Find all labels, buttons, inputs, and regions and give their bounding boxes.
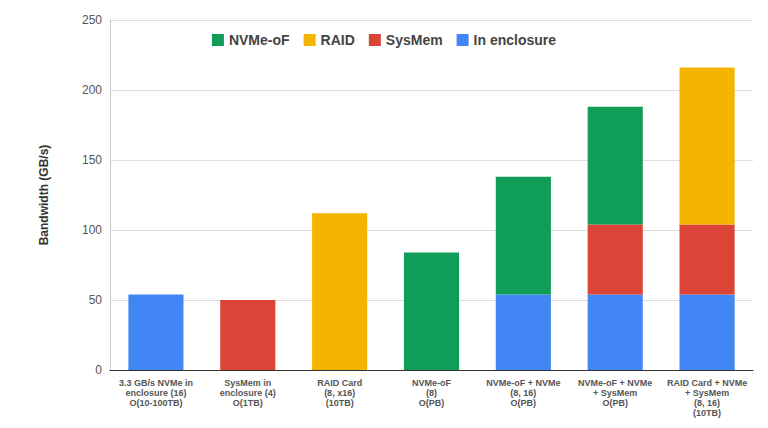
svg-text:+ SysMem: + SysMem — [593, 388, 637, 398]
svg-text:NVMe-oF + NVMe: NVMe-oF + NVMe — [578, 378, 652, 388]
svg-text:250: 250 — [82, 13, 102, 27]
svg-text:(10TB): (10TB) — [693, 408, 721, 418]
svg-text:NVMe-oF + NVMe: NVMe-oF + NVMe — [486, 378, 560, 388]
svg-text:enclosure (16): enclosure (16) — [125, 388, 186, 398]
svg-text:(8): (8) — [426, 388, 437, 398]
svg-text:RAID Card: RAID Card — [317, 378, 362, 388]
svg-text:SysMem: SysMem — [386, 32, 443, 48]
svg-text:Bandwidth (GB/s): Bandwidth (GB/s) — [37, 145, 51, 246]
svg-text:RAID Card + NVMe: RAID Card + NVMe — [667, 378, 747, 388]
svg-text:3.3 GB/s NVMe in: 3.3 GB/s NVMe in — [119, 378, 193, 388]
svg-text:100: 100 — [82, 223, 102, 237]
svg-text:enclosure (4): enclosure (4) — [220, 388, 276, 398]
svg-text:150: 150 — [82, 153, 102, 167]
svg-text:O(10-100TB): O(10-100TB) — [129, 398, 182, 408]
svg-text:NVMe-oF: NVMe-oF — [412, 378, 451, 388]
svg-text:O(PB): O(PB) — [511, 398, 537, 408]
svg-text:RAID: RAID — [321, 32, 355, 48]
svg-text:O(1TB): O(1TB) — [233, 398, 263, 408]
svg-text:50: 50 — [89, 293, 103, 307]
svg-text:O(PB): O(PB) — [602, 398, 628, 408]
svg-text:NVMe-oF: NVMe-oF — [229, 32, 290, 48]
svg-text:O(PB): O(PB) — [419, 398, 445, 408]
svg-text:In enclosure: In enclosure — [474, 32, 557, 48]
svg-text:(8, 16): (8, 16) — [694, 398, 720, 408]
svg-text:200: 200 — [82, 83, 102, 97]
svg-text:SysMem in: SysMem in — [224, 378, 271, 388]
svg-text:(8, 16): (8, 16) — [510, 388, 536, 398]
svg-text:+ SysMem: + SysMem — [685, 388, 729, 398]
svg-text:(10TB): (10TB) — [326, 398, 354, 408]
svg-text:0: 0 — [95, 363, 102, 377]
svg-text:(8, x16): (8, x16) — [324, 388, 355, 398]
